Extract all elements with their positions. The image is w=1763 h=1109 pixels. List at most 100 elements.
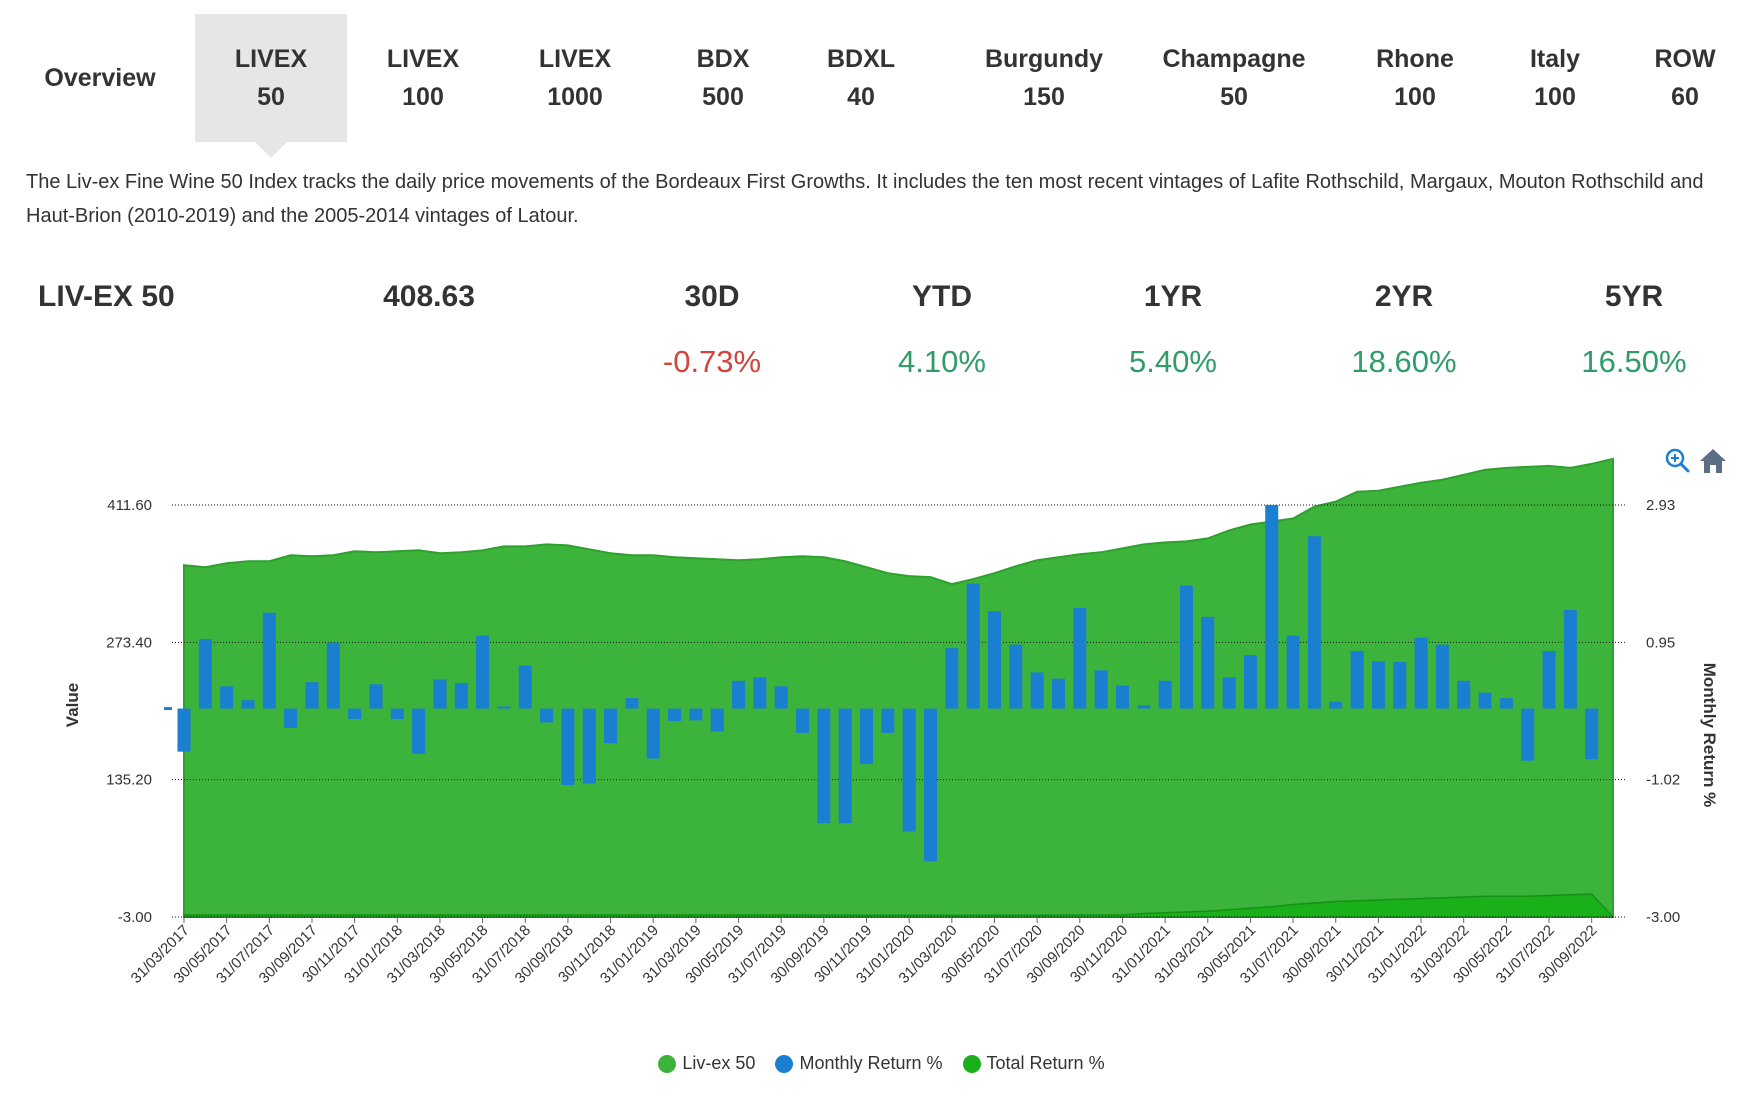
monthly-return-bar[interactable] bbox=[1094, 670, 1108, 709]
tab-label-line: Italy bbox=[1529, 45, 1581, 73]
monthly-return-bar[interactable] bbox=[753, 677, 767, 709]
stat-label-30d: 30D bbox=[684, 280, 740, 313]
monthly-return-bar[interactable] bbox=[518, 665, 532, 709]
monthly-return-bar[interactable] bbox=[987, 611, 1001, 709]
index-description: The Liv-ex Fine Wine 50 Index tracks the… bbox=[26, 171, 1704, 227]
monthly-return-bar[interactable] bbox=[1393, 662, 1407, 709]
monthly-return-bar[interactable] bbox=[1030, 672, 1044, 709]
stat-label-1yr: 1YR bbox=[1143, 280, 1203, 313]
monthly-return-bar[interactable] bbox=[945, 648, 959, 709]
monthly-return-bar[interactable] bbox=[369, 684, 383, 709]
tab-label-line: BDXL bbox=[826, 45, 896, 73]
monthly-return-bar[interactable] bbox=[1009, 644, 1023, 709]
tab-livex100[interactable]: LIVEX 100 bbox=[347, 14, 499, 142]
monthly-return-bar[interactable] bbox=[604, 708, 618, 744]
tab-label-line: 50 bbox=[1220, 83, 1248, 111]
monthly-return-bar[interactable] bbox=[326, 642, 340, 709]
zoom-in-icon[interactable] bbox=[1665, 448, 1690, 473]
monthly-return-bar[interactable] bbox=[497, 706, 511, 709]
tab-livex50[interactable]: LIVEX 50 bbox=[195, 14, 347, 142]
tab-label-line: Burgundy bbox=[984, 45, 1104, 73]
tab-rhone100[interactable]: Rhone 100 bbox=[1340, 14, 1490, 142]
monthly-return-bar[interactable] bbox=[923, 708, 937, 862]
monthly-return-bar[interactable] bbox=[1243, 655, 1257, 709]
monthly-return-bar[interactable] bbox=[476, 635, 490, 709]
monthly-return-bar[interactable] bbox=[1329, 701, 1343, 709]
monthly-return-bar[interactable] bbox=[1585, 708, 1599, 760]
zoom-handle bbox=[1679, 462, 1690, 473]
monthly-return-bar[interactable] bbox=[1521, 708, 1535, 761]
monthly-return-bar[interactable] bbox=[1435, 644, 1449, 709]
monthly-return-bar[interactable] bbox=[1499, 698, 1513, 709]
monthly-return-bar[interactable] bbox=[305, 682, 319, 709]
monthly-return-bar[interactable] bbox=[1137, 705, 1151, 709]
monthly-return-bar[interactable] bbox=[1073, 607, 1087, 709]
legend-item[interactable]: Total Return % bbox=[962, 1053, 1105, 1074]
monthly-return-bar[interactable] bbox=[689, 708, 703, 721]
monthly-return-bar[interactable] bbox=[582, 708, 596, 784]
tab-row60[interactable]: ROW 60 bbox=[1618, 14, 1752, 142]
tab-label-line: 100 bbox=[1534, 83, 1576, 111]
monthly-return-bar[interactable] bbox=[625, 698, 639, 709]
tab-bdxl40[interactable]: BDXL 40 bbox=[790, 14, 932, 142]
monthly-return-bar[interactable] bbox=[902, 708, 916, 832]
monthly-return-bar[interactable] bbox=[1350, 650, 1364, 709]
monthly-return-bar[interactable] bbox=[540, 708, 554, 723]
index-value: 408.63 bbox=[383, 280, 475, 313]
monthly-return-bar[interactable] bbox=[348, 708, 362, 719]
left-tick-label: 273.40 bbox=[106, 634, 152, 651]
monthly-return-bar[interactable] bbox=[198, 639, 212, 709]
tab-label-line: 40 bbox=[847, 83, 875, 111]
monthly-return-bar[interactable] bbox=[1542, 650, 1556, 709]
legend-label: Liv-ex 50 bbox=[682, 1053, 756, 1073]
monthly-return-bar[interactable] bbox=[1201, 616, 1215, 709]
monthly-return-bar[interactable] bbox=[796, 708, 810, 733]
monthly-return-bar[interactable] bbox=[1265, 505, 1279, 709]
monthly-return-bar[interactable] bbox=[1307, 536, 1321, 709]
monthly-return-bar[interactable] bbox=[838, 708, 852, 824]
monthly-return-bar[interactable] bbox=[1414, 637, 1428, 709]
left-axis-title: Value bbox=[63, 683, 82, 727]
monthly-return-bar[interactable] bbox=[1115, 685, 1129, 709]
tab-livex1000[interactable]: LIVEX 1000 bbox=[499, 14, 651, 142]
monthly-return-bar[interactable] bbox=[1158, 680, 1172, 709]
monthly-return-bar[interactable] bbox=[241, 700, 255, 709]
monthly-return-bar[interactable] bbox=[668, 708, 682, 722]
monthly-return-bar[interactable] bbox=[966, 583, 980, 709]
monthly-return-bar[interactable] bbox=[646, 708, 660, 759]
monthly-return-bar[interactable] bbox=[433, 679, 447, 709]
monthly-return-bar[interactable] bbox=[561, 708, 575, 785]
monthly-return-bar[interactable] bbox=[710, 708, 724, 732]
monthly-return-bar[interactable] bbox=[817, 708, 831, 824]
legend-item[interactable]: Monthly Return % bbox=[775, 1053, 943, 1074]
monthly-return-bar[interactable] bbox=[390, 708, 404, 719]
monthly-return-bar[interactable] bbox=[1051, 678, 1065, 709]
monthly-return-bar[interactable] bbox=[860, 708, 874, 765]
monthly-return-bar[interactable] bbox=[454, 682, 468, 709]
tab-label-line: Champagne bbox=[1162, 45, 1306, 73]
monthly-return-bar[interactable] bbox=[1371, 661, 1385, 709]
left-tick-label: -3.00 bbox=[118, 909, 152, 926]
monthly-return-bar[interactable] bbox=[412, 708, 426, 754]
monthly-return-bar[interactable] bbox=[1286, 635, 1300, 709]
monthly-return-bar[interactable] bbox=[1179, 585, 1193, 709]
monthly-return-bar[interactable] bbox=[1563, 609, 1577, 709]
monthly-return-bar[interactable] bbox=[177, 708, 191, 752]
legend-item[interactable]: Liv-ex 50 bbox=[658, 1053, 755, 1074]
monthly-return-bar[interactable] bbox=[732, 680, 746, 709]
tab-champagne50[interactable]: Champagne 50 bbox=[1140, 14, 1328, 142]
monthly-return-bar[interactable] bbox=[284, 708, 298, 729]
monthly-return-bar[interactable] bbox=[774, 686, 788, 709]
monthly-return-bar[interactable] bbox=[881, 708, 895, 733]
tab-italy100[interactable]: Italy 100 bbox=[1480, 14, 1630, 142]
monthly-return-bar[interactable] bbox=[262, 612, 276, 709]
monthly-return-bar[interactable] bbox=[1478, 692, 1492, 709]
right-tick-label: -3.00 bbox=[1646, 909, 1680, 926]
monthly-return-bar[interactable] bbox=[1457, 680, 1471, 709]
tab-burgundy150[interactable]: Burgundy 150 bbox=[950, 14, 1138, 142]
monthly-return-bar[interactable] bbox=[220, 686, 234, 709]
tab-overview[interactable]: Overview bbox=[20, 14, 180, 142]
home-icon[interactable] bbox=[1700, 449, 1726, 473]
monthly-return-bar[interactable] bbox=[1222, 677, 1236, 709]
tab-bdx500[interactable]: BDX 500 bbox=[652, 14, 794, 142]
